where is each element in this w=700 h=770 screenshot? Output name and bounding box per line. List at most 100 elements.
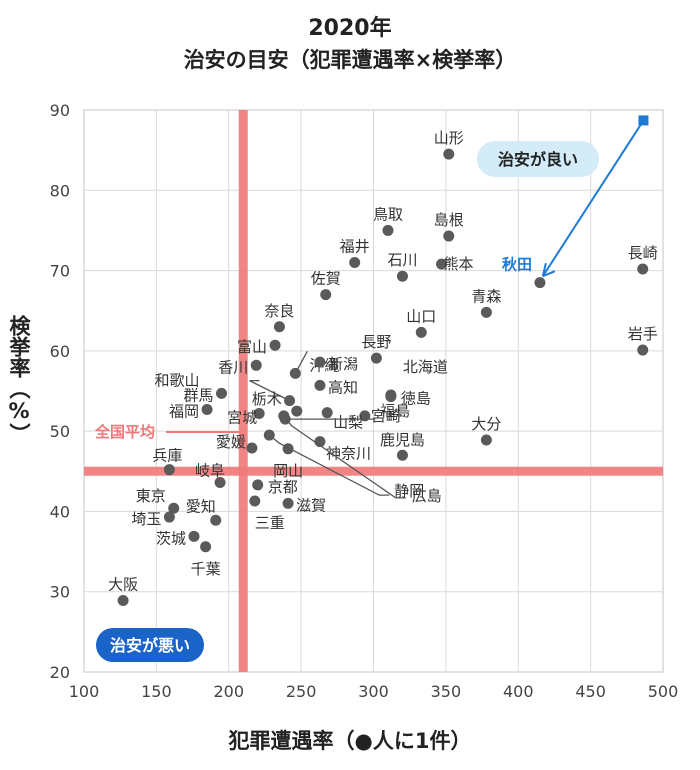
point-label: 岡山 bbox=[273, 462, 303, 480]
chart-subtitle: 治安の目安（犯罪遭遇率×検挙率） bbox=[183, 48, 517, 72]
data-point bbox=[249, 495, 261, 507]
data-point bbox=[436, 258, 448, 270]
point-label: 愛知 bbox=[186, 497, 216, 515]
point-label: 山梨 bbox=[333, 414, 363, 432]
point-label: 長野 bbox=[361, 333, 391, 351]
average-label: 全国平均 bbox=[94, 423, 155, 441]
data-point bbox=[246, 442, 258, 454]
data-point bbox=[382, 224, 394, 236]
point-label: 大阪 bbox=[108, 576, 138, 594]
y-tick-label: 60 bbox=[50, 342, 70, 361]
point-label: 東京 bbox=[136, 487, 166, 505]
point-label: 三重 bbox=[255, 514, 285, 532]
point-label: 熊本 bbox=[444, 255, 474, 273]
point-label: 宮城 bbox=[227, 408, 257, 426]
point-label: 新潟 bbox=[328, 355, 358, 373]
point-label: 山口 bbox=[406, 307, 436, 325]
bad-annotation-bubble bbox=[96, 628, 204, 662]
point-label: 福井 bbox=[340, 238, 370, 256]
point-label: 千葉 bbox=[191, 560, 221, 578]
y-tick-label: 90 bbox=[50, 101, 70, 120]
data-point bbox=[163, 464, 175, 476]
point-label: 山形 bbox=[434, 129, 464, 147]
point-label: 岐阜 bbox=[195, 462, 225, 480]
data-point bbox=[637, 263, 649, 275]
data-point bbox=[480, 434, 492, 446]
point-label: 群馬 bbox=[183, 386, 213, 404]
data-point bbox=[314, 356, 326, 368]
y-tick-label: 80 bbox=[50, 181, 70, 200]
data-point bbox=[291, 405, 303, 417]
data-point bbox=[273, 321, 285, 333]
point-label: 青森 bbox=[471, 287, 501, 305]
data-point bbox=[269, 339, 281, 351]
point-label: 鹿児島 bbox=[380, 431, 425, 449]
arrow-line bbox=[542, 119, 645, 277]
data-point bbox=[314, 436, 326, 448]
point-label: 北海道 bbox=[403, 358, 448, 376]
data-point bbox=[216, 387, 228, 399]
data-point bbox=[210, 514, 222, 526]
x-tick-label: 400 bbox=[503, 682, 534, 701]
data-point bbox=[443, 230, 455, 242]
data-point bbox=[534, 277, 546, 289]
data-point bbox=[396, 270, 408, 282]
good-annotation-bubble bbox=[477, 141, 599, 177]
bad-annotation: 治安が悪い bbox=[110, 636, 190, 655]
point-label: 岩手 bbox=[628, 325, 658, 343]
point-label: 奈良 bbox=[264, 302, 294, 320]
point-leader-line bbox=[283, 415, 406, 499]
point-label: 和歌山 bbox=[155, 372, 200, 390]
point-label: 兵庫 bbox=[152, 447, 182, 465]
point-label: 栃木 bbox=[252, 390, 282, 408]
point-label: 佐賀 bbox=[311, 270, 341, 288]
point-leader-line bbox=[249, 379, 290, 402]
data-point bbox=[385, 391, 397, 403]
point-label: 鳥取 bbox=[373, 205, 403, 223]
data-point bbox=[637, 344, 649, 356]
good-annotation: 治安が良い bbox=[498, 150, 578, 169]
data-point bbox=[117, 595, 129, 607]
point-leader-line bbox=[268, 434, 390, 496]
arrowhead bbox=[541, 262, 556, 278]
data-point bbox=[370, 352, 382, 364]
point-label: 茨城 bbox=[156, 529, 186, 547]
data-point bbox=[201, 403, 213, 415]
point-label: 福島 bbox=[380, 402, 410, 420]
chart-title: 2020年 bbox=[308, 16, 392, 41]
point-label: 静岡 bbox=[394, 482, 424, 500]
x-tick-label: 200 bbox=[213, 682, 244, 701]
data-point bbox=[320, 289, 332, 301]
point-label: 秋田 bbox=[502, 256, 532, 274]
y-tick-label: 50 bbox=[50, 422, 70, 441]
data-point bbox=[443, 148, 455, 160]
point-label: 福岡 bbox=[169, 402, 199, 420]
data-point bbox=[214, 477, 226, 489]
point-label: 広島 bbox=[412, 487, 442, 505]
point-label: 愛媛 bbox=[216, 433, 246, 451]
point-label: 滋賀 bbox=[296, 496, 326, 514]
point-label: 埼玉 bbox=[131, 510, 161, 528]
point-label: 宮崎 bbox=[371, 407, 401, 425]
point-label: 島根 bbox=[434, 211, 464, 229]
data-point bbox=[282, 443, 294, 455]
data-point bbox=[321, 407, 333, 419]
point-label: 高知 bbox=[328, 378, 358, 396]
data-point bbox=[282, 497, 294, 509]
data-point bbox=[415, 326, 427, 338]
point-label: 大分 bbox=[471, 415, 501, 433]
x-tick-label: 350 bbox=[431, 682, 462, 701]
data-point bbox=[252, 479, 264, 491]
y-axis-label: 検挙率（%） bbox=[7, 315, 31, 444]
data-point bbox=[200, 541, 212, 553]
data-point bbox=[349, 257, 361, 269]
point-label: 石川 bbox=[387, 251, 417, 269]
data-point bbox=[263, 429, 275, 441]
point-label: 長崎 bbox=[628, 244, 658, 262]
x-tick-label: 100 bbox=[69, 682, 100, 701]
data-point bbox=[284, 395, 296, 407]
y-tick-label: 30 bbox=[50, 583, 70, 602]
x-tick-label: 300 bbox=[358, 682, 389, 701]
data-point bbox=[163, 511, 175, 523]
x-tick-label: 450 bbox=[575, 682, 606, 701]
